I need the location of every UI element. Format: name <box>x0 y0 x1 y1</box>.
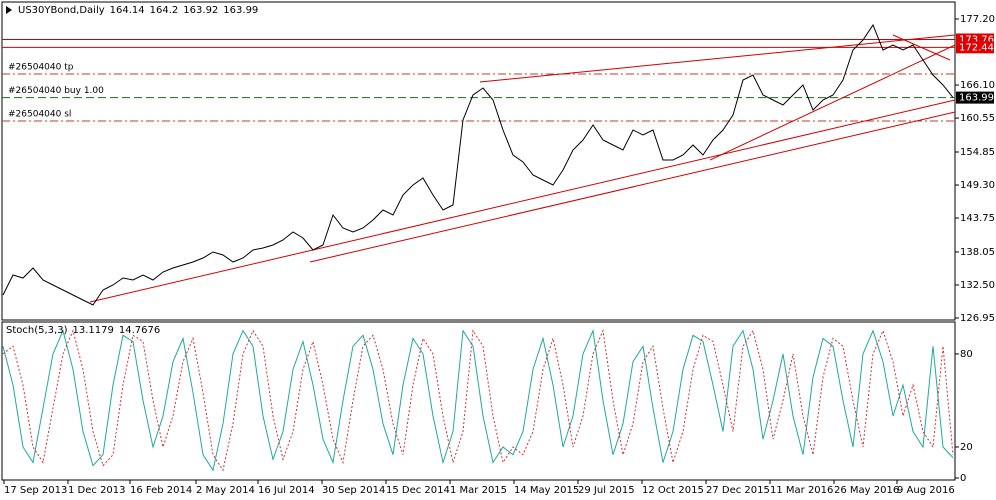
panel-header: US30YBond,Daily 164.14 164.2 163.92 163.99 <box>18 5 258 16</box>
price-label-box <box>956 91 994 104</box>
stoch-panel <box>1 321 956 481</box>
x-tick-label: 9 Aug 2016 <box>897 485 955 496</box>
header-part: 164.14 <box>110 5 145 16</box>
panel-header: Stoch(5,3,3) 13.1179 14.7676 <box>6 325 160 336</box>
y-tick-label: 138.05 <box>960 247 995 258</box>
x-tick-label: 1 Mar 2015 <box>450 485 507 496</box>
x-tick-label: 15 Dec 2014 <box>386 485 450 496</box>
series-line <box>2 23 954 306</box>
x-tick-label: 26 May 2016 <box>834 485 899 496</box>
x-tick-label: 29 Jul 2015 <box>578 485 635 496</box>
x-tick-label: 1 Dec 2013 <box>68 485 126 496</box>
y-tick-label: 143.75 <box>960 213 995 224</box>
header-part: Stoch(5,3,3) <box>6 325 68 336</box>
y-tick-label: 149.30 <box>960 180 995 191</box>
header-part: 163.92 <box>183 5 218 16</box>
price-label: 163.99 <box>959 93 994 104</box>
price-label: 173.76 <box>959 34 994 45</box>
y-tick-label: 0 <box>960 473 966 484</box>
trendline <box>709 44 956 161</box>
trendline <box>892 34 951 61</box>
header-part: 163.99 <box>223 5 258 16</box>
y-tick-label: 80 <box>960 349 973 360</box>
y-tick-label: 126.95 <box>960 313 995 324</box>
order-level-label: #26504040 sl <box>8 109 71 119</box>
y-tick-label: 177.20 <box>960 14 995 25</box>
x-tick-label: 30 Sep 2014 <box>322 485 385 496</box>
y-tick-label: 20 <box>960 442 973 453</box>
price-label-box <box>956 41 994 54</box>
x-tick-label: 14 May 2015 <box>514 485 579 496</box>
x-tick-label: 12 Oct 2015 <box>642 485 704 496</box>
header-part: 13.1179 <box>72 325 113 336</box>
y-tick-label: 154.85 <box>960 147 995 158</box>
x-tick-label: 27 Dec 2015 <box>706 485 770 496</box>
x-tick-label: 16 Jul 2014 <box>258 485 315 496</box>
header-icon <box>6 6 12 14</box>
order-level-label: #26504040 buy 1.00 <box>8 86 104 96</box>
trendline <box>309 111 956 263</box>
header-part: US30YBond,Daily <box>18 5 105 16</box>
y-tick-label: 160.55 <box>960 113 995 124</box>
x-tick-label: 16 Feb 2014 <box>130 485 192 496</box>
x-tick-label: 11 Mar 2016 <box>770 485 833 496</box>
order-level-label: #26504040 tp <box>8 62 74 72</box>
trendline <box>479 34 956 83</box>
y-tick-label: 132.50 <box>960 280 995 291</box>
x-tick-label: 17 Sep 2013 <box>4 485 67 496</box>
x-tick-label: 2 May 2014 <box>196 485 255 496</box>
header-part: 14.7676 <box>119 325 160 336</box>
price-label: 172.44 <box>959 42 994 53</box>
series-line <box>2 328 954 472</box>
price-panel <box>1 1 956 321</box>
y-tick-label: 166.10 <box>960 80 995 91</box>
header-part: 164.2 <box>150 5 179 16</box>
trendline <box>89 99 956 303</box>
